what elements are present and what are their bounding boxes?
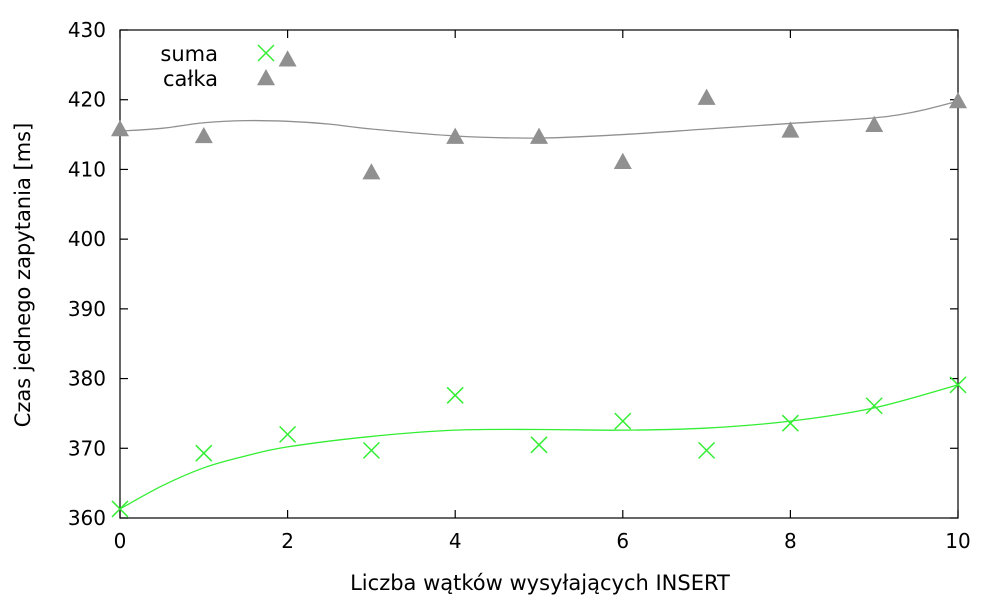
point-suma-8: [781, 414, 799, 432]
point-calka-8: [781, 121, 800, 138]
legend-label-suma: suma: [160, 42, 218, 66]
point-calka-3: [362, 163, 381, 180]
y-tick-label-410: 410: [68, 157, 106, 181]
x-tick-label-2: 2: [281, 529, 294, 553]
x-tick-label-8: 8: [784, 529, 797, 553]
point-calka-7: [697, 88, 716, 105]
point-calka-9: [865, 115, 884, 133]
point-suma-7: [698, 441, 716, 459]
x-axis-title: Liczba wątków wysyłających INSERT: [350, 571, 730, 595]
y-tick-label-360: 360: [68, 506, 106, 530]
point-calka-1: [194, 126, 213, 144]
legend-marker-calka: [257, 69, 275, 86]
fit-line-suma: [119, 384, 959, 510]
data-points: [111, 50, 967, 518]
fit-line-calka: [119, 100, 959, 139]
y-axis-title-group: Czas jednego zapytania [ms]: [11, 123, 35, 428]
legend-label-calka: całka: [163, 67, 218, 91]
y-tick-label-370: 370: [68, 436, 106, 460]
x-tick-label-4: 4: [449, 529, 462, 553]
point-calka-2: [278, 50, 297, 67]
point-calka-0: [111, 119, 129, 137]
y-axis-title: Czas jednego zapytania [ms]: [11, 123, 35, 428]
y-tick-label-430: 430: [68, 18, 106, 42]
point-calka-6: [613, 152, 632, 169]
y-tick-label-380: 380: [68, 367, 106, 391]
legend-marker-suma: [257, 44, 275, 62]
fit-lines: [119, 100, 959, 510]
plot-frame: [119, 29, 959, 519]
point-suma-2: [279, 425, 297, 443]
point-suma-9: [865, 397, 883, 415]
point-calka-10: [949, 92, 967, 109]
legend: suma całka: [160, 42, 275, 91]
y-tick-label-400: 400: [68, 227, 106, 251]
point-suma-6: [614, 412, 632, 430]
x-tick-label-0: 0: [114, 529, 127, 553]
y-tick-label-420: 420: [68, 88, 106, 112]
point-suma-0: [111, 500, 129, 518]
point-suma-3: [362, 441, 380, 459]
point-suma-5: [530, 436, 548, 454]
point-suma-1: [195, 444, 213, 462]
y-tick-label-390: 390: [68, 297, 106, 321]
point-suma-4: [446, 386, 464, 404]
plot-area: 0 2 4 6 8 10 360 370 380 390 400 410 420 430: [68, 18, 971, 553]
x-tick-label-10: 10: [945, 529, 970, 553]
point-calka-5: [530, 127, 548, 144]
point-calka-4: [446, 127, 465, 144]
x-tick-label-6: 6: [616, 529, 629, 553]
point-suma-10: [949, 376, 967, 394]
